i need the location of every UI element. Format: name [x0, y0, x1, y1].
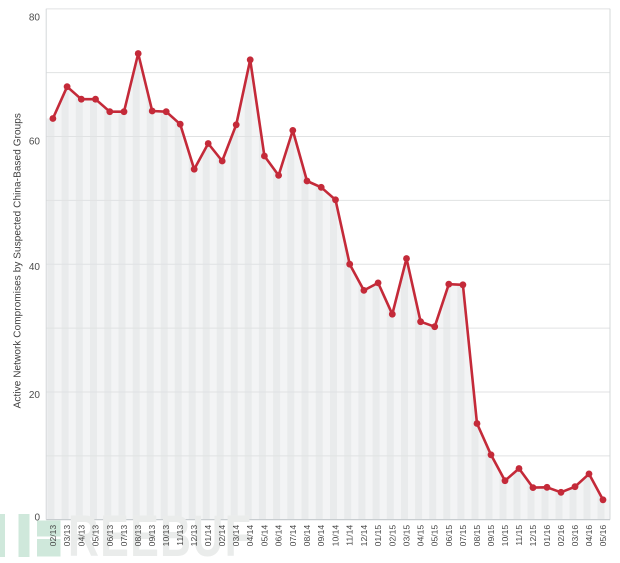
svg-text:02/15: 02/15	[387, 525, 397, 547]
svg-text:11/13: 11/13	[175, 525, 185, 546]
svg-text:Active Network Compromises by: Active Network Compromises by Suspected …	[13, 113, 24, 408]
svg-text:03/14: 03/14	[231, 525, 241, 547]
svg-text:05/13: 05/13	[91, 525, 101, 547]
svg-text:04/15: 04/15	[416, 525, 426, 547]
svg-text:60: 60	[29, 137, 41, 148]
svg-text:05/14: 05/14	[259, 525, 269, 547]
svg-text:04/14: 04/14	[245, 525, 255, 547]
svg-text:01/16: 01/16	[542, 525, 552, 547]
svg-text:03/13: 03/13	[62, 525, 72, 547]
svg-text:02/13: 02/13	[48, 525, 58, 547]
svg-text:03/15: 03/15	[402, 525, 412, 547]
svg-text:40: 40	[29, 262, 41, 273]
svg-text:12/14: 12/14	[359, 525, 369, 547]
svg-text:REEBUF: REEBUF	[68, 502, 252, 563]
svg-text:04/16: 04/16	[584, 525, 594, 547]
svg-text:80: 80	[29, 13, 41, 24]
svg-text:12/13: 12/13	[189, 525, 199, 547]
svg-text:12/15: 12/15	[528, 525, 538, 547]
svg-text:07/15: 07/15	[458, 525, 468, 547]
svg-text:07/13: 07/13	[119, 525, 129, 547]
svg-text:09/13: 09/13	[147, 525, 157, 547]
svg-text:11/15: 11/15	[514, 525, 524, 546]
svg-text:06/13: 06/13	[105, 525, 115, 547]
svg-text:01/15: 01/15	[373, 525, 383, 547]
svg-text:06/15: 06/15	[444, 525, 454, 547]
svg-text:04/13: 04/13	[76, 525, 86, 547]
svg-text:03/16: 03/16	[570, 525, 580, 547]
svg-text:10/13: 10/13	[161, 525, 171, 547]
svg-text:0: 0	[34, 513, 40, 524]
svg-text:08/15: 08/15	[472, 525, 482, 547]
svg-text:06/14: 06/14	[274, 525, 284, 547]
svg-text:09/14: 09/14	[316, 525, 326, 547]
svg-text:10/14: 10/14	[331, 525, 341, 547]
svg-text:10/15: 10/15	[500, 525, 510, 547]
svg-text:01/14: 01/14	[203, 525, 213, 547]
svg-text:08/14: 08/14	[302, 525, 312, 547]
svg-text:05/16: 05/16	[598, 525, 608, 547]
svg-text:08/13: 08/13	[133, 525, 143, 547]
svg-text:11/14: 11/14	[345, 525, 355, 546]
svg-text:05/15: 05/15	[430, 525, 440, 547]
svg-text:07/14: 07/14	[288, 525, 298, 547]
svg-text:20: 20	[29, 390, 41, 401]
svg-text:02/16: 02/16	[556, 525, 566, 547]
svg-text:09/15: 09/15	[486, 525, 496, 547]
svg-text:02/14: 02/14	[217, 525, 227, 547]
